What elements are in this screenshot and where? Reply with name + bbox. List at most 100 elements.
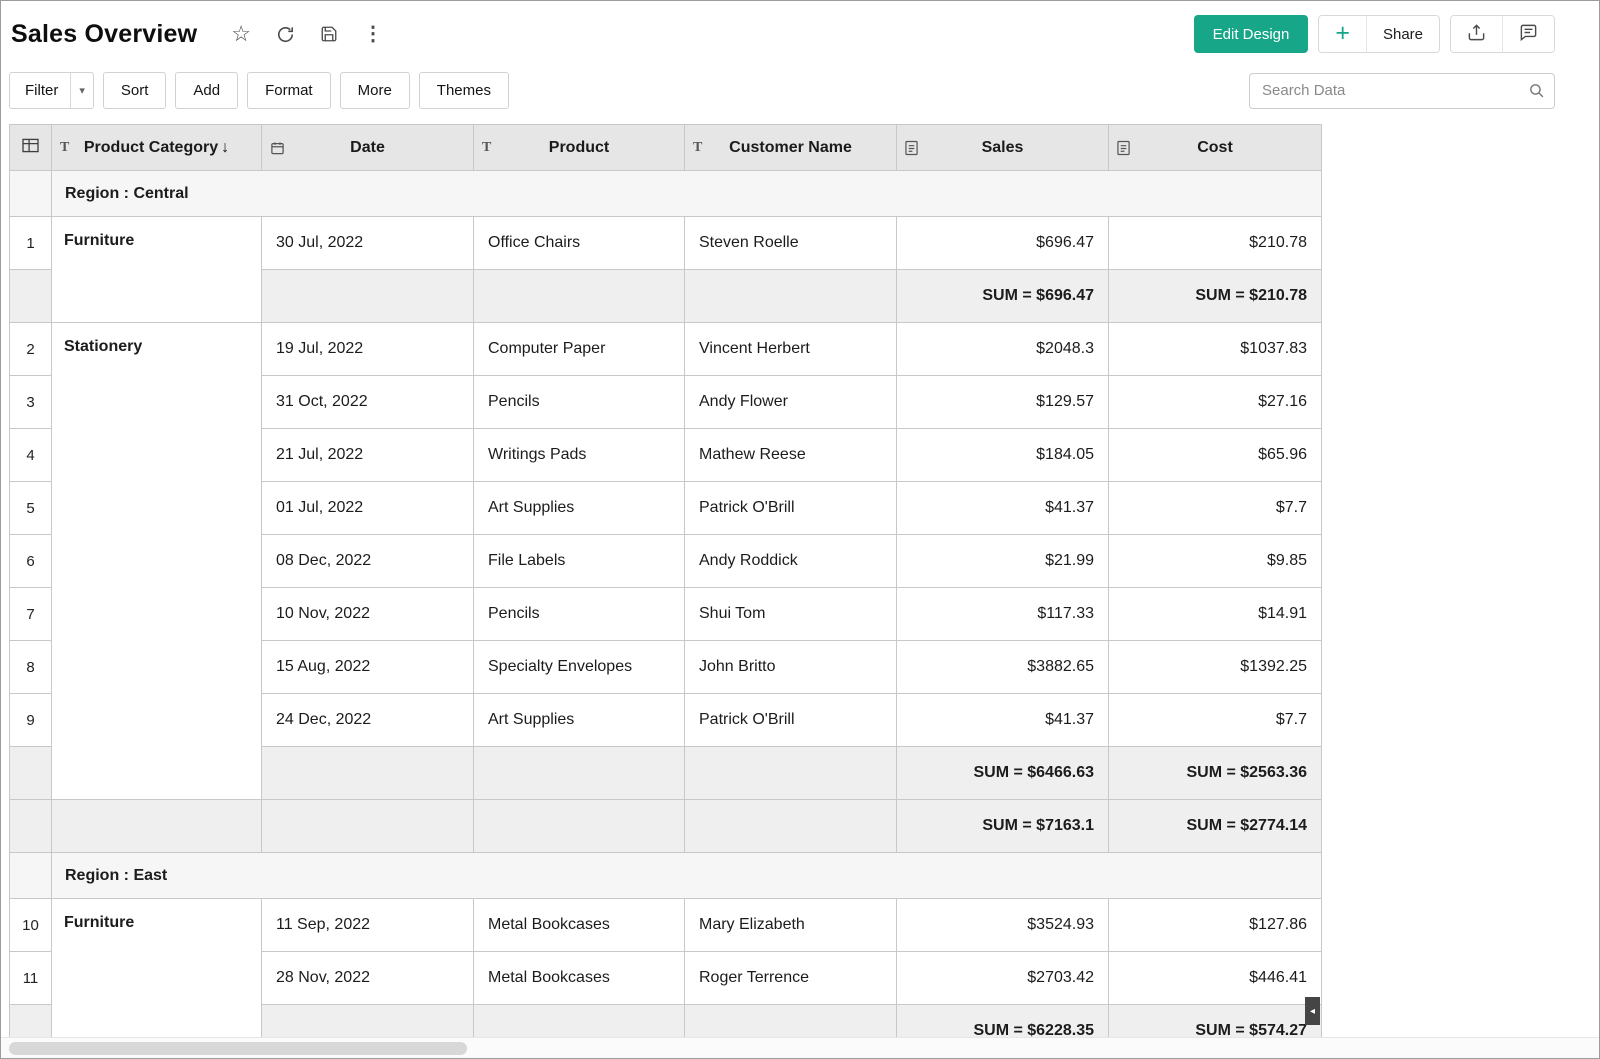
product-cell[interactable]: Pencils: [473, 375, 685, 429]
edit-design-button[interactable]: Edit Design: [1193, 15, 1309, 53]
format-button[interactable]: Format: [247, 72, 331, 109]
sort-button[interactable]: Sort: [102, 72, 167, 109]
sales-cell[interactable]: $696.47: [896, 216, 1109, 270]
product-cell[interactable]: File Labels: [473, 534, 685, 588]
cost-cell[interactable]: $7.7: [1108, 481, 1322, 535]
row-index-cell[interactable]: 2: [9, 322, 52, 376]
customer-cell[interactable]: Steven Roelle: [684, 216, 897, 270]
date-cell[interactable]: 15 Aug, 2022: [261, 640, 474, 694]
export-button[interactable]: [1451, 16, 1502, 52]
date-cell[interactable]: 30 Jul, 2022: [261, 216, 474, 270]
customer-cell[interactable]: Mary Elizabeth: [684, 898, 897, 952]
cost-cell[interactable]: $1392.25: [1108, 640, 1322, 694]
customer-cell[interactable]: John Britto: [684, 640, 897, 694]
row-index-cell[interactable]: 1: [9, 216, 52, 270]
cost-cell[interactable]: $9.85: [1108, 534, 1322, 588]
product-cell[interactable]: Art Supplies: [473, 693, 685, 747]
date-cell[interactable]: 21 Jul, 2022: [261, 428, 474, 482]
sales-cell[interactable]: $2703.42: [896, 951, 1109, 1005]
customer-cell[interactable]: Roger Terrence: [684, 951, 897, 1005]
more-button[interactable]: More: [339, 72, 410, 109]
cost-cell[interactable]: $65.96: [1108, 428, 1322, 482]
column-header-sales[interactable]: Sales: [896, 124, 1109, 171]
save-icon[interactable]: [320, 25, 338, 43]
product-cell[interactable]: Writings Pads: [473, 428, 685, 482]
category-cell[interactable]: Furniture: [51, 898, 262, 1058]
column-header-product[interactable]: T Product: [473, 124, 685, 171]
row-index-cell[interactable]: 4: [9, 428, 52, 482]
row-index-cell[interactable]: 9: [9, 693, 52, 747]
scroll-indicator[interactable]: ◂: [1305, 997, 1320, 1025]
category-cell[interactable]: Stationery: [51, 322, 262, 800]
row-index-cell[interactable]: 11: [9, 951, 52, 1005]
cost-cell[interactable]: $210.78: [1108, 216, 1322, 270]
share-button[interactable]: Share: [1365, 16, 1439, 52]
filter-caret-icon[interactable]: ▾: [70, 73, 93, 108]
comments-button[interactable]: [1502, 16, 1554, 52]
horizontal-scrollbar[interactable]: [1, 1037, 1599, 1058]
date-cell[interactable]: 31 Oct, 2022: [261, 375, 474, 429]
customer-cell[interactable]: Shui Tom: [684, 587, 897, 641]
themes-button[interactable]: Themes: [418, 72, 509, 109]
date-cell[interactable]: 19 Jul, 2022: [261, 322, 474, 376]
column-header-customer-name[interactable]: T Customer Name: [684, 124, 897, 171]
product-cell[interactable]: Specialty Envelopes: [473, 640, 685, 694]
sales-cell[interactable]: $117.33: [896, 587, 1109, 641]
column-header-cost[interactable]: Cost: [1108, 124, 1322, 171]
category-cell[interactable]: Furniture: [51, 216, 262, 323]
customer-cell[interactable]: Patrick O'Brill: [684, 693, 897, 747]
sales-cell[interactable]: $2048.3: [896, 322, 1109, 376]
product-cell[interactable]: Computer Paper: [473, 322, 685, 376]
date-cell[interactable]: 10 Nov, 2022: [261, 587, 474, 641]
sales-cell[interactable]: $129.57: [896, 375, 1109, 429]
cost-cell[interactable]: $7.7: [1108, 693, 1322, 747]
product-cell[interactable]: Art Supplies: [473, 481, 685, 535]
cost-cell[interactable]: $1037.83: [1108, 322, 1322, 376]
filter-button[interactable]: Filter ▾: [9, 72, 94, 109]
row-index-cell[interactable]: 7: [9, 587, 52, 641]
customer-cell[interactable]: Andy Roddick: [684, 534, 897, 588]
group-label-cell[interactable]: Region : Central: [51, 170, 1322, 217]
cost-cell[interactable]: $446.41: [1108, 951, 1322, 1005]
date-cell[interactable]: 24 Dec, 2022: [261, 693, 474, 747]
favorite-star-icon[interactable]: ☆: [231, 21, 251, 46]
row-index-cell[interactable]: 5: [9, 481, 52, 535]
more-options-kebab-icon[interactable]: ⋮: [363, 23, 383, 45]
customer-cell[interactable]: Patrick O'Brill: [684, 481, 897, 535]
sales-cell[interactable]: $3524.93: [896, 898, 1109, 952]
cost-cell[interactable]: $27.16: [1108, 375, 1322, 429]
date-cell[interactable]: 08 Dec, 2022: [261, 534, 474, 588]
sales-cell[interactable]: $21.99: [896, 534, 1109, 588]
row-index-cell[interactable]: 10: [9, 898, 52, 952]
product-cell[interactable]: Office Chairs: [473, 216, 685, 270]
sales-cell[interactable]: $41.37: [896, 693, 1109, 747]
customer-cell[interactable]: Vincent Herbert: [684, 322, 897, 376]
column-header-date[interactable]: Date: [261, 124, 474, 171]
group-label: Region : East: [65, 866, 168, 884]
column-header-product-category[interactable]: T Product Category ↓: [51, 124, 262, 171]
row-index-cell[interactable]: 6: [9, 534, 52, 588]
product-cell[interactable]: Metal Bookcases: [473, 951, 685, 1005]
date-cell[interactable]: 01 Jul, 2022: [261, 481, 474, 535]
row-index-cell[interactable]: 3: [9, 375, 52, 429]
add-view-button[interactable]: +: [1319, 16, 1366, 52]
refresh-icon[interactable]: [276, 25, 295, 44]
cost-cell[interactable]: $14.91: [1108, 587, 1322, 641]
sales-cell[interactable]: $184.05: [896, 428, 1109, 482]
customer-cell[interactable]: Mathew Reese: [684, 428, 897, 482]
sales-cell[interactable]: $41.37: [896, 481, 1109, 535]
cost-cell[interactable]: $127.86: [1108, 898, 1322, 952]
date-cell[interactable]: 11 Sep, 2022: [261, 898, 474, 952]
customer-sum-cell: [684, 799, 897, 853]
sales-cell[interactable]: $3882.65: [896, 640, 1109, 694]
product-cell[interactable]: Metal Bookcases: [473, 898, 685, 952]
column-header-row-index[interactable]: [9, 124, 52, 171]
customer-cell[interactable]: Andy Flower: [684, 375, 897, 429]
search-input[interactable]: [1249, 72, 1555, 109]
add-button[interactable]: Add: [175, 72, 239, 109]
group-label-cell[interactable]: Region : East: [51, 852, 1322, 899]
date-cell[interactable]: 28 Nov, 2022: [261, 951, 474, 1005]
product-cell[interactable]: Pencils: [473, 587, 685, 641]
horizontal-scrollbar-thumb[interactable]: [9, 1042, 467, 1055]
row-index-cell[interactable]: 8: [9, 640, 52, 694]
